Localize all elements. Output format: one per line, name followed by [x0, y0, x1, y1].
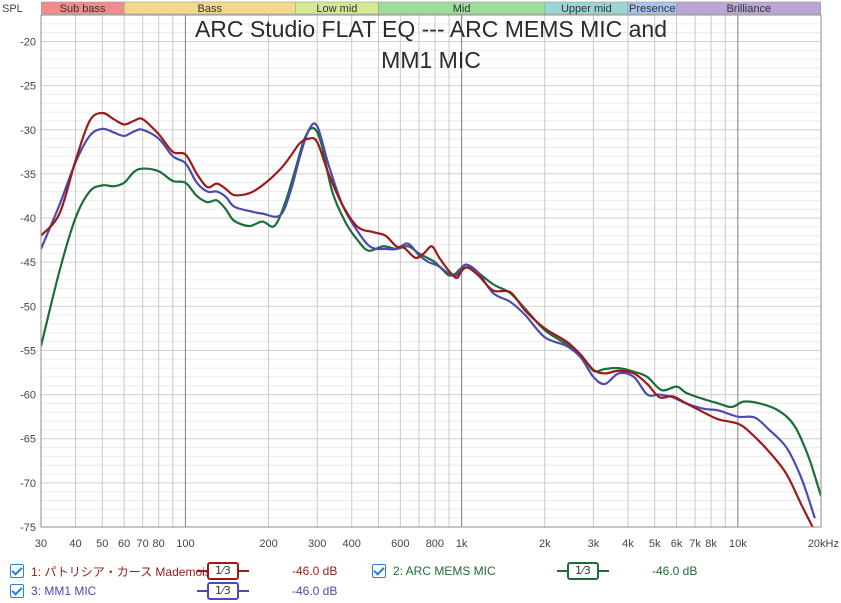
checkbox-icon[interactable]	[372, 564, 386, 578]
y-tick-label: -70	[20, 478, 36, 490]
x-tick-label: 3k	[588, 538, 600, 550]
x-tick-label: 40	[69, 538, 81, 550]
x-tick-label: 100	[176, 538, 194, 550]
y-tick-label: -40	[20, 213, 36, 225]
smoothing-value-1[interactable]: 1⁄3	[207, 562, 239, 580]
checkbox-icon[interactable]	[10, 564, 24, 578]
legend-item-2[interactable]: 2: ARC MEMS MIC	[372, 562, 496, 580]
x-tick-label: 20kHz	[808, 538, 839, 550]
legend-label-1: 1: パトリシア・カース Mademoisell	[31, 564, 223, 579]
series-line-1	[41, 111, 814, 527]
x-tick-label: 1k	[456, 538, 468, 550]
x-tick-label: 400	[343, 538, 361, 550]
frequency-response-chart: Sub bass Bass Low mid Mid Upper mid Presence B…	[2, 1, 839, 550]
band-7	[676, 1, 821, 15]
legend-item-3[interactable]: 3: MM1 MIC	[10, 582, 96, 600]
y-tick-label: -25	[20, 81, 36, 93]
x-tick-label: 6k	[671, 538, 683, 550]
y-tick-label: -45	[20, 257, 36, 269]
y-tick-label: -55	[20, 345, 36, 357]
legend-label-2: 2: ARC MEMS MIC	[393, 564, 496, 578]
y-axis-label: SPL	[2, 3, 23, 15]
band-label-5: Upper mid	[561, 3, 612, 15]
x-axis-ticks: 30 40 50 60 70 80 100 200 300 400 600 800 1k 2k 3k 4k 5k…	[35, 538, 839, 550]
legend: 1: パトリシア・カース Mademoisell 1⁄3 -46.0 dB 2:…	[0, 560, 841, 603]
grid	[40, 14, 822, 528]
x-tick-label: 800	[426, 538, 444, 550]
smoothing-control-1[interactable]: 1⁄3	[197, 562, 249, 580]
x-tick-label: 70	[137, 538, 149, 550]
level-offset-3[interactable]: -46.0 dB	[292, 584, 338, 598]
y-tick-label: -65	[20, 434, 36, 446]
y-axis-ticks: -20 -25 -30 -35 -40 -45 -50 -55 -60 -65 -70 -75	[20, 36, 36, 534]
band-label-6: Presence	[629, 3, 675, 15]
x-tick-label: 80	[153, 538, 165, 550]
band-label-4: Mid	[453, 3, 471, 15]
x-tick-label: 600	[391, 538, 409, 550]
band-label-1: Sub bass	[60, 3, 106, 15]
smoothing-control-2[interactable]: 1⁄3	[557, 562, 609, 580]
x-tick-label: 8k	[705, 538, 717, 550]
x-tick-label: 7k	[689, 538, 701, 550]
y-tick-label: -75	[20, 522, 36, 534]
x-tick-label: 10k	[729, 538, 747, 550]
band-label-2: Bass	[198, 3, 223, 15]
y-tick-label: -60	[20, 390, 36, 402]
smoothing-control-3[interactable]: 1⁄3	[197, 582, 249, 600]
x-tick-label: 50	[96, 538, 108, 550]
chart-title-line-1: ARC Studio FLAT EQ --- ARC MEMS MIC and	[195, 16, 667, 42]
chart-title-line-2: MM1 MIC	[381, 47, 481, 73]
level-offset-1[interactable]: -46.0 dB	[292, 564, 338, 578]
frequency-band-bar: Sub bass Bass Low mid Mid Upper mid Presence B…	[41, 1, 821, 15]
y-tick-label: -35	[20, 169, 36, 181]
series-line-2	[41, 126, 821, 497]
x-tick-label: 200	[259, 538, 277, 550]
x-tick-label: 300	[308, 538, 326, 550]
y-tick-label: -20	[20, 36, 36, 48]
x-tick-label: 2k	[539, 538, 551, 550]
checkbox-icon[interactable]	[10, 584, 24, 598]
y-tick-label: -30	[20, 125, 36, 137]
x-tick-label: 5k	[649, 538, 661, 550]
smoothing-value-3[interactable]: 1⁄3	[207, 582, 239, 600]
x-tick-label: 4k	[622, 538, 634, 550]
smoothing-value-2[interactable]: 1⁄3	[567, 562, 599, 580]
x-tick-label: 60	[118, 538, 130, 550]
legend-label-3: 3: MM1 MIC	[31, 584, 97, 598]
series-lines	[41, 111, 821, 527]
series-line-3	[41, 122, 816, 519]
plot-frame	[40, 14, 822, 528]
y-tick-label: -50	[20, 301, 36, 313]
legend-item-1[interactable]: 1: パトリシア・カース Mademoisell	[10, 562, 223, 580]
x-tick-label: 30	[35, 538, 47, 550]
level-offset-2[interactable]: -46.0 dB	[652, 564, 698, 578]
band-label-3: Low mid	[316, 3, 357, 15]
band-label-7: Brilliance	[726, 3, 771, 15]
